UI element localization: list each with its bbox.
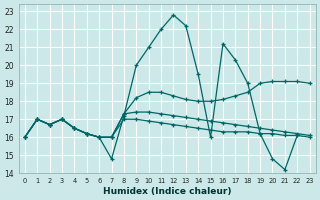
X-axis label: Humidex (Indice chaleur): Humidex (Indice chaleur): [103, 187, 231, 196]
